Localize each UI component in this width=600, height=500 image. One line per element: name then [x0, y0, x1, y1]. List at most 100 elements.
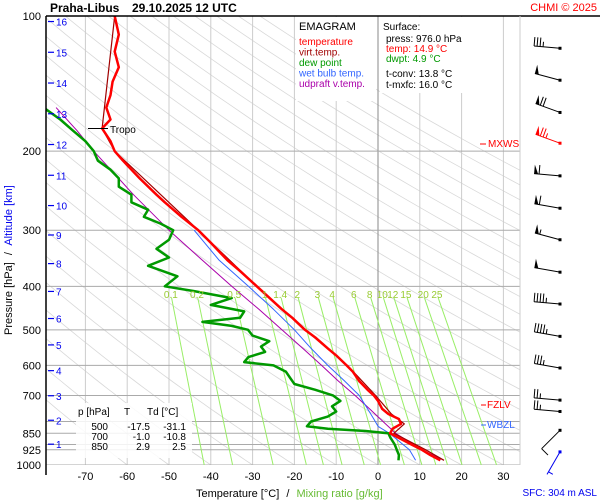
barb-shaft	[535, 103, 561, 113]
barb-station	[558, 409, 562, 413]
wind-barb	[533, 400, 562, 413]
fzlv-label: FZLV	[487, 400, 511, 411]
altitude-tick-label: 2	[56, 416, 62, 427]
barb-shaft	[534, 173, 561, 177]
x-tick-label: 0	[375, 471, 381, 483]
barb-full	[539, 127, 544, 137]
barb-station	[558, 334, 562, 338]
mixing-ratio-line	[297, 297, 343, 465]
dry-adiabat	[46, 17, 520, 333]
dry-adiabat	[46, 55, 520, 371]
altitude-tick-label: 11	[56, 171, 67, 182]
surface-tmxfc: t-mxfc: 16.0 °C	[386, 80, 452, 91]
mixing-ratio-label: 0.1	[164, 290, 178, 301]
mixing-ratio-line	[317, 297, 365, 465]
table-rows: 500 -17.5 -31.1 700 -1.0 -10.8 850 2.9 2.5	[91, 422, 186, 453]
altitude-tick-label: 12	[56, 141, 68, 152]
y-axis-title: Pressure [hPa] / Altitude [km]	[3, 185, 15, 335]
credit: CHMI © 2025	[530, 2, 597, 14]
mixing-ratio-line	[393, 297, 449, 465]
altitude-tick-label: 14	[56, 79, 68, 90]
barb-station	[558, 110, 562, 114]
barb-full	[533, 400, 536, 410]
barb-full	[542, 128, 547, 138]
barb-full	[539, 96, 544, 106]
wind-barb	[534, 64, 562, 82]
profile-lines	[46, 16, 445, 462]
surface-tconv: t-conv: 13.8 °C	[386, 69, 452, 80]
x-tick-label: -20	[286, 471, 302, 483]
mixing-ratio-label: 25	[431, 290, 443, 301]
barb-shaft	[534, 331, 561, 337]
table-box	[76, 403, 192, 458]
axes: 0.1 0.2 0.5 1 1.4 2 3 4 6 8 10 12 15 20 25-70 -60 -50 -40…	[17, 11, 600, 483]
barb-full	[541, 448, 549, 456]
wind-barb	[534, 194, 562, 210]
dry-adiabat	[173, 16, 520, 231]
barb-shaft	[534, 362, 561, 369]
dry-adiabat	[194, 16, 520, 216]
altitude-tick-label: 15	[56, 48, 68, 59]
barb-pennant	[534, 258, 539, 269]
x-tick-label: -10	[328, 471, 344, 483]
table-cell: -1.0	[133, 432, 151, 443]
barb-full	[533, 36, 536, 47]
wind-barb	[533, 292, 562, 306]
pressure-tick-label: 100	[23, 11, 41, 23]
barb-full	[533, 322, 537, 332]
barb-station	[558, 366, 562, 370]
altitude-tick-label: 8	[56, 260, 62, 271]
pressure-tick-label: 1000	[17, 460, 41, 472]
mixing-ratio-line	[280, 297, 324, 465]
wind-barb	[546, 450, 562, 475]
mixing-ratio-line	[370, 297, 423, 465]
mixing-ratio-label: 4	[329, 290, 335, 301]
barb-shaft	[534, 267, 561, 273]
wind-barb	[534, 224, 562, 242]
dry-adiabat	[108, 16, 520, 280]
wind-barb	[541, 428, 562, 456]
barb-shaft	[534, 301, 561, 305]
barb-station	[558, 46, 562, 50]
barb-full	[542, 293, 545, 303]
barb-half	[542, 360, 545, 366]
table-header-td: Td [°C]	[147, 407, 178, 418]
table-cell: -17.5	[127, 422, 150, 433]
mixing-ratio-line	[406, 297, 463, 465]
barb-full	[533, 354, 537, 364]
barb-full	[536, 355, 540, 365]
barb-half	[545, 328, 548, 335]
grid-clipped	[46, 16, 520, 465]
legend-box	[296, 17, 376, 101]
barb-full	[538, 165, 541, 175]
x-axis-temp: Temperature [°C]	[196, 488, 279, 500]
pressure-tick-label: 850	[23, 428, 41, 440]
mixing-ratio-line	[265, 297, 307, 465]
barb-full	[536, 400, 539, 410]
mixing-ratio-line	[171, 297, 205, 465]
x-tick-label: -60	[119, 471, 135, 483]
mixing-ratio-label: 0.2	[190, 290, 204, 301]
x-axis-sep: /	[286, 488, 290, 500]
wind-barb	[533, 388, 562, 402]
pressure-tick-label: 700	[23, 390, 41, 402]
wind-barb	[535, 125, 562, 145]
mixing-ratio-label: 3	[315, 290, 321, 301]
x-axis-mixing: Mixing ratio [g/kg]	[296, 488, 382, 500]
pressure-tick-label: 600	[23, 360, 41, 372]
y-axis-sep: /	[3, 251, 15, 255]
y-axis-pressure: Pressure [hPa]	[3, 262, 15, 335]
altitude-tick-label: 5	[56, 341, 62, 352]
mixing-ratio-label: 15	[400, 290, 412, 301]
mixing-ratio-line	[234, 297, 274, 465]
pressure-tick-label: 200	[23, 146, 41, 158]
dry-adiabat	[129, 16, 520, 264]
legend-item: temperature	[299, 37, 353, 48]
series-dew-point	[46, 107, 401, 461]
altitude-tick-label: 4	[56, 367, 62, 378]
altitude-tick-label: 7	[56, 287, 62, 298]
x-tick-label: -40	[203, 471, 219, 483]
table-cell: 850	[91, 442, 108, 453]
sfc-label: SFC: 304 m ASL	[523, 488, 598, 499]
surface-title: Surface:	[383, 22, 420, 33]
